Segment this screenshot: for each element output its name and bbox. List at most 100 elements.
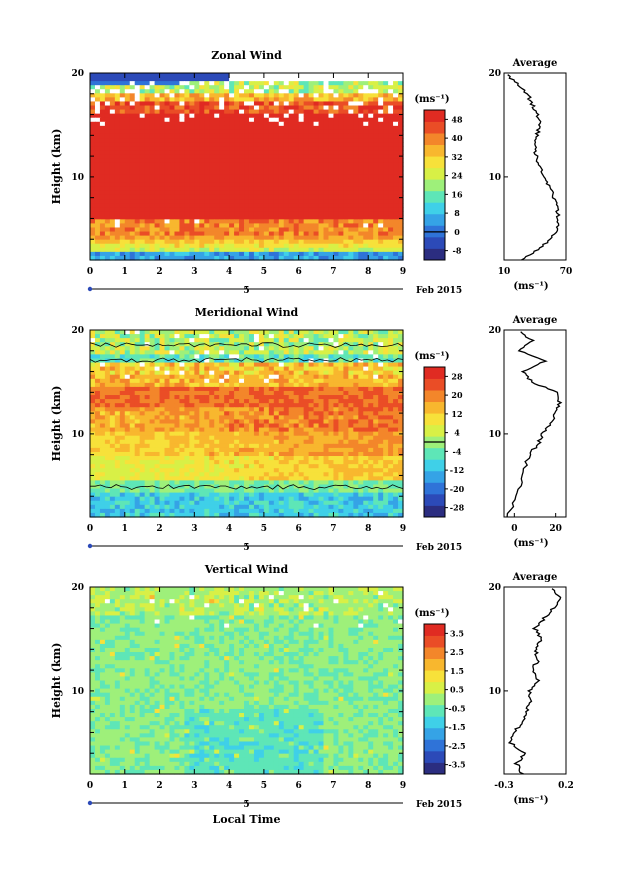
heatmap-cell (189, 170, 195, 176)
heatmap-cell (159, 174, 166, 180)
heatmap-cell (114, 407, 121, 412)
heatmap-cell (373, 399, 379, 404)
heatmap-cell (383, 338, 389, 343)
heatmap-cell (323, 403, 330, 408)
heatmap-cell (209, 113, 215, 119)
heatmap-cell (248, 85, 255, 90)
heatmap-cell (348, 109, 354, 115)
heatmap-cell (363, 346, 369, 351)
heatmap-cell (94, 162, 101, 168)
heatmap-cell (253, 129, 260, 135)
heatmap-cell (189, 129, 195, 135)
heatmap-cell (368, 435, 374, 441)
heatmap-cell (234, 101, 240, 107)
heatmap-cell (303, 207, 310, 212)
heatmap-cell (318, 443, 325, 449)
heatmap-cell (169, 194, 176, 200)
heatmap-cell (104, 158, 111, 164)
heatmap-cell (343, 366, 349, 372)
heatmap-cell (184, 415, 190, 421)
heatmap-cell (263, 113, 270, 119)
heatmap-cell (363, 207, 369, 212)
heatmap-cell (99, 235, 106, 241)
heatmap-cell (308, 215, 315, 220)
heatmap-cell (278, 334, 285, 339)
heatmap-cell (139, 77, 146, 82)
heatmap-cell (229, 354, 235, 360)
heatmap-cell (378, 235, 384, 241)
heatmap-cell (159, 133, 166, 139)
heatmap-cell (258, 447, 265, 453)
heatmap-cell (204, 435, 210, 441)
heatmap-cell (278, 338, 285, 343)
heatmap-cell (303, 211, 310, 216)
heatmap-cell (308, 150, 315, 155)
heatmap-cell (268, 435, 275, 441)
heatmap-cell (313, 129, 320, 135)
heatmap-cell (343, 174, 349, 180)
heatmap-cell (393, 239, 399, 245)
heatmap-cell (343, 338, 349, 343)
heatmap-cell (343, 427, 349, 433)
heatmap-cell (268, 443, 275, 449)
heatmap-cell (328, 354, 335, 360)
heatmap-cell (353, 342, 359, 347)
heatmap-cell (109, 390, 116, 396)
heatmap-cell (393, 423, 399, 429)
heatmap-cell (154, 334, 161, 339)
heatmap-cell (99, 338, 106, 343)
heatmap-cell (109, 395, 116, 400)
heatmap-cell (124, 447, 131, 453)
heatmap-cell (398, 73, 404, 78)
heatmap-cell (248, 330, 255, 335)
heatmap-cell (239, 186, 245, 192)
heatmap-cell (298, 186, 305, 192)
heatmap-cell (368, 243, 374, 249)
heatmap-cell (129, 125, 136, 131)
heatmap-cell (318, 358, 325, 364)
heatmap-cell (363, 354, 369, 360)
heatmap-cell (318, 142, 325, 147)
heatmap-cell (323, 374, 330, 380)
heatmap-cell (368, 378, 374, 384)
heatmap-cell (139, 338, 146, 343)
heatmap-cell (308, 146, 315, 151)
heatmap-cell (219, 235, 225, 241)
heatmap-cell (328, 227, 335, 233)
heatmap-cell (318, 186, 325, 192)
heatmap-cell (288, 146, 295, 151)
heatmap-cell (308, 97, 315, 103)
heatmap-cell (114, 227, 121, 233)
heatmap-cell (94, 362, 101, 368)
heatmap-cell (258, 89, 265, 94)
heatmap-cell (293, 77, 300, 82)
heatmap-cell (244, 162, 250, 168)
heatmap-cell (164, 439, 171, 445)
heatmap-cell (398, 207, 404, 212)
heatmap-cell (174, 456, 181, 461)
heatmap-cell (393, 419, 399, 425)
heatmap-cell (149, 178, 156, 184)
heatmap-cell (348, 93, 354, 98)
heatmap-cell (378, 129, 384, 135)
heatmap-cell (338, 399, 344, 404)
heatmap-cell (263, 150, 270, 155)
heatmap-cell (139, 154, 146, 159)
heatmap-cell (204, 129, 210, 135)
heatmap-cell (149, 415, 156, 421)
heatmap-cell (268, 174, 275, 180)
heatmap-cell (154, 411, 161, 416)
heatmap-cell (189, 358, 195, 364)
heatmap-cell (348, 395, 354, 400)
heatmap-cell (258, 235, 265, 241)
heatmap-cell (169, 374, 176, 380)
heatmap-cell (303, 407, 310, 412)
heatmap-cell (363, 97, 369, 103)
heatmap-cell (263, 443, 270, 449)
heatmap-cell (348, 89, 354, 94)
heatmap-cell (288, 211, 295, 216)
heatmap-cell (194, 158, 200, 164)
heatmap-cell (209, 129, 215, 135)
heatmap-cell (154, 207, 161, 212)
